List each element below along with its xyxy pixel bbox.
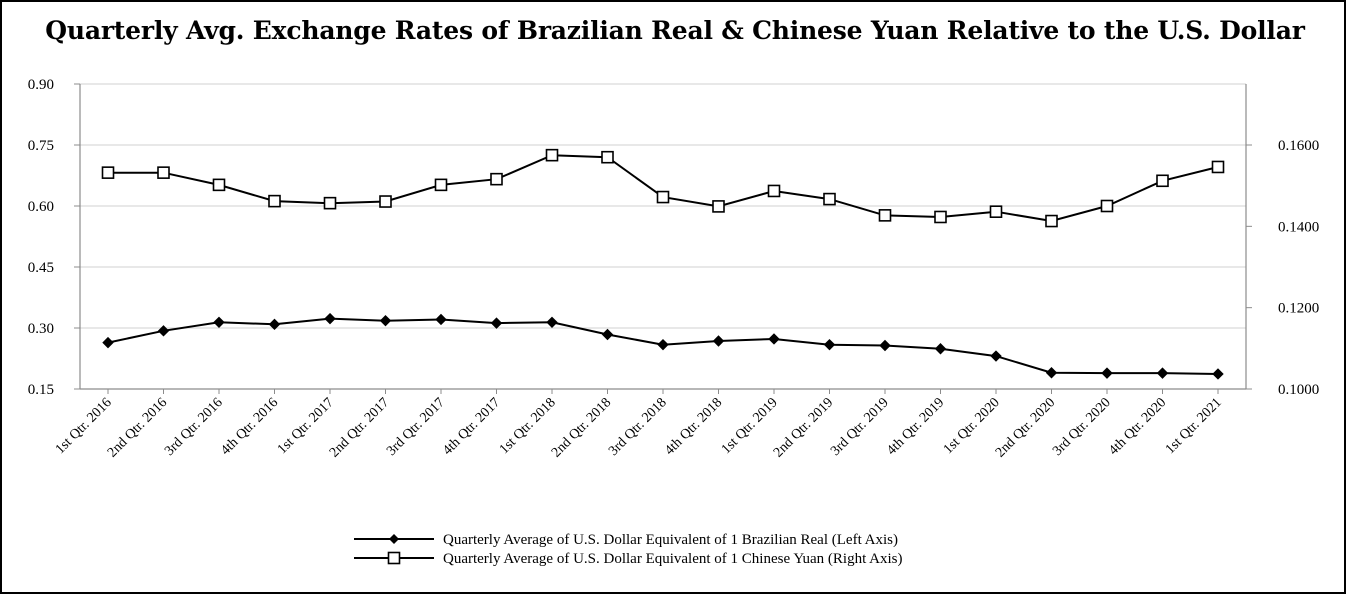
x-axis-tick-label: 3rd Qtr. 2019 xyxy=(828,395,892,459)
data-point-chinese-yuan xyxy=(656,190,670,204)
data-point-chinese-yuan xyxy=(434,178,448,192)
data-point-chinese-yuan xyxy=(323,196,337,210)
left-axis-tick-label: 0.75 xyxy=(28,138,54,154)
data-point-chinese-yuan xyxy=(545,148,559,162)
data-point-brazilian-real xyxy=(213,316,225,329)
data-point-brazilian-real xyxy=(379,314,392,327)
data-point-chinese-yuan xyxy=(934,210,947,224)
x-axis-tick-label: 1st Qtr. 2017 xyxy=(275,395,337,457)
data-point-chinese-yuan xyxy=(878,209,892,222)
x-axis-tick-label: 4th Qtr. 2019 xyxy=(884,395,947,458)
data-point-brazilian-real xyxy=(768,333,780,345)
data-point-brazilian-real xyxy=(1156,367,1169,379)
data-point-brazilian-real xyxy=(1101,367,1113,379)
data-point-brazilian-real xyxy=(490,317,503,329)
x-axis-tick-label: 4th Qtr. 2020 xyxy=(1106,395,1169,458)
left-axis-tick-label: 0.30 xyxy=(28,321,54,337)
legend-label-1: Quarterly Average of U.S. Dollar Equival… xyxy=(443,532,898,548)
data-point-brazilian-real xyxy=(601,328,614,341)
chart-title: Quarterly Avg. Exchange Rates of Brazili… xyxy=(45,16,1305,45)
data-point-chinese-yuan xyxy=(212,178,226,192)
x-axis-tick-label: 2nd Qtr. 2018 xyxy=(549,395,614,460)
x-axis-tick-label: 2nd Qtr. 2020 xyxy=(993,395,1058,460)
legend-label-2: Quarterly Average of U.S. Dollar Equival… xyxy=(443,551,903,567)
left-axis-tick-label: 0.60 xyxy=(28,199,54,215)
data-point-brazilian-real xyxy=(102,336,114,349)
data-point-chinese-yuan xyxy=(989,205,1003,218)
data-point-chinese-yuan xyxy=(490,172,503,186)
x-axis-tick-label: 3rd Qtr. 2016 xyxy=(162,395,226,459)
data-point-chinese-yuan xyxy=(767,184,781,198)
legend-marker-square xyxy=(387,551,401,565)
right-axis-tick-label: 0.1400 xyxy=(1278,219,1319,235)
data-point-brazilian-real xyxy=(712,335,725,347)
data-point-chinese-yuan xyxy=(1211,160,1225,174)
data-point-brazilian-real xyxy=(546,316,558,329)
left-axis-tick-label: 0.15 xyxy=(28,382,54,398)
data-point-brazilian-real xyxy=(324,312,336,325)
right-axis-tick-label: 0.1600 xyxy=(1278,138,1319,154)
data-point-chinese-yuan xyxy=(157,166,170,179)
x-axis-tick-label: 3rd Qtr. 2017 xyxy=(384,395,448,459)
legend-marker-diamond xyxy=(389,534,399,544)
data-point-chinese-yuan xyxy=(101,166,115,179)
data-point-brazilian-real xyxy=(657,338,669,351)
left-axis-tick-label: 0.45 xyxy=(28,260,54,276)
data-point-chinese-yuan xyxy=(601,150,614,164)
data-point-chinese-yuan xyxy=(1045,214,1058,228)
data-point-brazilian-real xyxy=(879,339,891,352)
data-point-chinese-yuan xyxy=(268,194,281,208)
x-axis-tick-label: 2nd Qtr. 2016 xyxy=(105,395,170,460)
data-point-chinese-yuan xyxy=(379,195,392,208)
right-axis-tick-label: 0.1200 xyxy=(1278,301,1319,317)
series-line-2 xyxy=(108,154,1219,223)
x-axis-tick-label: 1st Qtr. 2019 xyxy=(719,395,781,457)
x-axis-tick-label: 4th Qtr. 2017 xyxy=(440,395,503,458)
data-point-brazilian-real xyxy=(435,313,447,326)
data-point-brazilian-real xyxy=(990,350,1002,362)
left-axis-tick-label: 0.90 xyxy=(28,77,54,93)
data-point-brazilian-real xyxy=(1045,367,1058,379)
data-point-chinese-yuan xyxy=(1100,199,1114,213)
data-point-chinese-yuan xyxy=(823,192,836,206)
right-axis-tick-label: 0.1000 xyxy=(1278,382,1319,398)
x-axis-tick-label: 1st Qtr. 2018 xyxy=(497,395,559,457)
data-point-brazilian-real xyxy=(934,343,947,355)
data-point-brazilian-real xyxy=(1212,368,1224,380)
x-axis-tick-label: 1st Qtr. 2020 xyxy=(941,395,1003,457)
data-point-brazilian-real xyxy=(268,318,281,331)
data-point-chinese-yuan xyxy=(712,200,725,213)
x-axis-tick-label: 1st Qtr. 2021 xyxy=(1163,395,1225,457)
data-point-brazilian-real xyxy=(157,325,170,337)
data-point-brazilian-real xyxy=(823,338,836,351)
data-point-chinese-yuan xyxy=(1156,174,1169,188)
x-axis-tick-label: 2nd Qtr. 2017 xyxy=(327,395,392,460)
x-axis-tick-label: 3rd Qtr. 2018 xyxy=(606,395,670,459)
x-axis-tick-label: 4th Qtr. 2018 xyxy=(662,395,725,458)
x-axis-tick-label: 3rd Qtr. 2020 xyxy=(1050,395,1114,459)
x-axis-tick-label: 2nd Qtr. 2019 xyxy=(771,395,836,460)
x-axis-tick-label: 4th Qtr. 2016 xyxy=(218,395,281,458)
x-axis-tick-label: 1st Qtr. 2016 xyxy=(53,395,115,457)
